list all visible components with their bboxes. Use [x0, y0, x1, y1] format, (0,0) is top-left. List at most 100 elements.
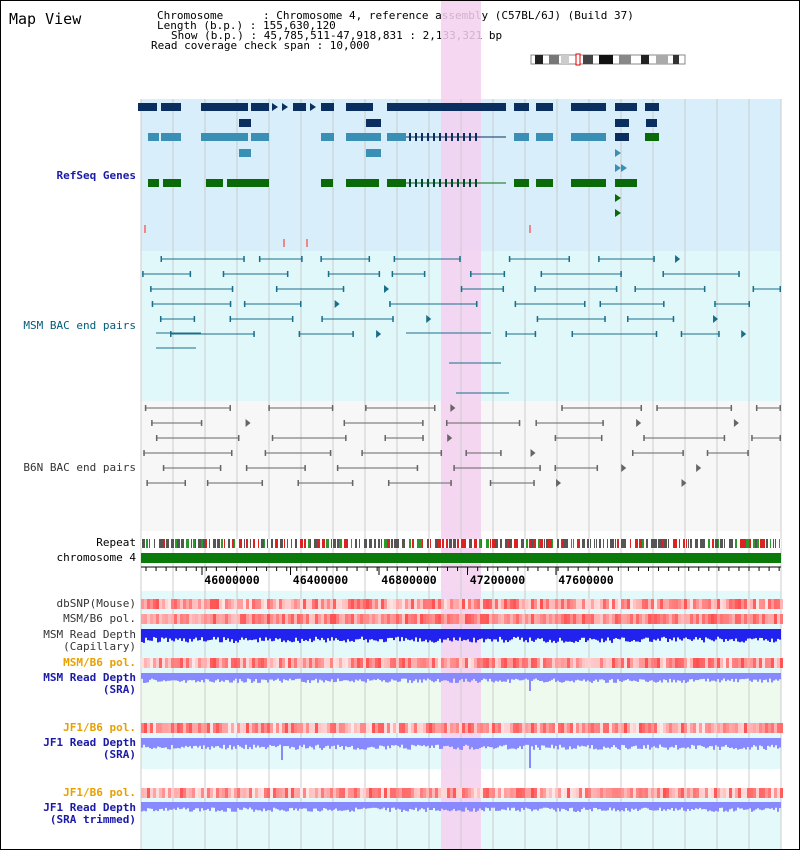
heat-cell	[747, 614, 750, 624]
heat-cell	[150, 614, 153, 624]
depth-bar	[253, 629, 255, 640]
b6n-bac-pairs-track[interactable]	[143, 404, 781, 487]
depth-bar	[539, 673, 541, 682]
dbsnp-track-label[interactable]: dbSNP(Mouse)	[56, 597, 136, 610]
chromosome-track-label[interactable]: chromosome 4	[56, 551, 136, 564]
heat-cell	[282, 658, 285, 668]
msm-pol2-track-label[interactable]: MSM/B6 pol.	[63, 656, 136, 669]
depth-bar	[347, 629, 349, 640]
msm-pol-track-label[interactable]: MSM/B6 pol.	[63, 612, 136, 625]
heat-cell	[663, 723, 666, 733]
chromosome-bar[interactable]	[141, 553, 781, 563]
heat-cell	[558, 723, 561, 733]
bac-end	[536, 316, 539, 322]
depth-bar	[331, 738, 333, 747]
heat-cell	[594, 599, 597, 609]
heat-cell	[696, 614, 699, 624]
msm-bac-pairs-track[interactable]	[142, 255, 781, 394]
depth-bar	[659, 802, 661, 808]
depth-bar	[493, 629, 495, 640]
repeat-track[interactable]	[141, 539, 781, 548]
depth-bar	[417, 738, 419, 745]
exon-tick	[427, 179, 429, 187]
depth-bar	[725, 738, 727, 745]
msm-depth-capillary-label[interactable]: MSM Read Depth (Capillary)	[43, 628, 136, 653]
heat-cell	[564, 723, 567, 733]
bac-end	[261, 480, 264, 486]
heat-cell	[327, 788, 330, 798]
quantitative-tracks[interactable]	[141, 599, 783, 812]
heat-cell	[315, 658, 318, 668]
jf1-pol-track-label[interactable]: JF1/B6 pol.	[63, 721, 136, 734]
depth-bar	[389, 673, 391, 682]
heat-cell	[261, 614, 264, 624]
gene-block	[615, 179, 637, 187]
heat-cell	[699, 658, 702, 668]
depth-bar	[477, 738, 479, 749]
heat-cell	[390, 723, 393, 733]
heat-cell	[339, 599, 342, 609]
repeat-mark	[404, 539, 405, 548]
depth-bar	[287, 629, 289, 641]
depth-bar	[535, 673, 537, 679]
depth-bar	[219, 673, 221, 683]
jf1-pol2-track-label[interactable]: JF1/B6 pol.	[63, 786, 136, 799]
refseq-track-label[interactable]: RefSeq Genes	[56, 169, 136, 182]
heat-cell	[156, 614, 159, 624]
heat-cell	[699, 723, 702, 733]
heat-cell	[201, 788, 204, 798]
jf1-depth-trim-label[interactable]: JF1 Read Depth (SRA trimmed)	[43, 801, 136, 826]
depth-bar	[317, 629, 319, 640]
chromosome-ideogram[interactable]	[530, 53, 686, 66]
depth-bar	[541, 738, 543, 746]
heat-cell	[642, 658, 645, 668]
depth-bar	[563, 738, 565, 748]
heat-cell	[669, 723, 672, 733]
depth-bar	[767, 738, 769, 746]
heat-cell	[660, 614, 663, 624]
depth-bar	[525, 738, 527, 745]
depth-bar	[207, 802, 209, 809]
heat-cell	[633, 788, 636, 798]
jf1-depth-sra-label[interactable]: JF1 Read Depth (SRA)	[43, 736, 136, 761]
heat-cell	[210, 723, 213, 733]
depth-bar	[581, 738, 583, 746]
depth-bar	[289, 673, 291, 679]
heat-cell	[378, 723, 381, 733]
heat-cell	[360, 788, 363, 798]
depth-bar	[471, 802, 473, 812]
repeat-mark	[258, 539, 259, 548]
heat-cell	[522, 658, 525, 668]
heat-cell	[753, 788, 756, 798]
depth-bar	[155, 738, 157, 749]
repeat-track-label[interactable]: Repeat	[96, 536, 136, 549]
depth-bar	[303, 673, 305, 683]
heat-cell	[726, 788, 729, 798]
bac-end	[229, 405, 231, 411]
heat-cell	[684, 723, 687, 733]
heat-cell	[420, 788, 423, 798]
heat-cell	[564, 658, 567, 668]
heat-cell	[411, 614, 414, 624]
depth-bar	[319, 673, 321, 680]
msm-bac-track-label[interactable]: MSM BAC end pairs	[23, 319, 136, 332]
bac-single-end	[696, 464, 702, 472]
heat-cell	[186, 658, 189, 668]
bac-end	[514, 301, 517, 307]
b6n-bac-track-label[interactable]: B6N BAC end pairs	[23, 461, 136, 474]
exon-tick	[421, 133, 423, 141]
repeat-mark	[495, 539, 498, 548]
repeat-mark	[703, 539, 705, 548]
depth-bar	[167, 738, 169, 750]
heat-cell	[204, 614, 207, 624]
depth-bar	[227, 802, 229, 808]
heat-cell	[417, 614, 420, 624]
depth-bar	[259, 738, 261, 748]
msm-depth-sra-label[interactable]: MSM Read Depth (SRA)	[43, 671, 136, 696]
heat-cell	[210, 614, 213, 624]
heat-cell	[174, 614, 177, 624]
depth-bar	[673, 802, 675, 811]
exon-tick	[463, 179, 465, 187]
refseq-genes-track[interactable]	[138, 103, 659, 247]
